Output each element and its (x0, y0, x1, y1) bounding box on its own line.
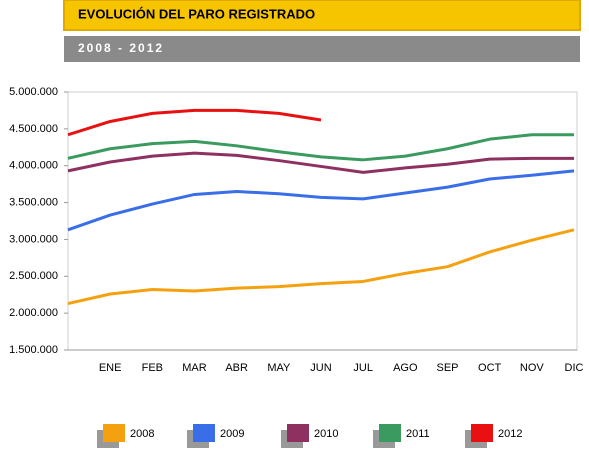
x-tick-label: FEB (142, 362, 163, 374)
legend-label: 2008 (130, 428, 154, 440)
x-tick-label: JUL (353, 362, 373, 374)
series-line (67, 228, 575, 306)
plot-frame (67, 91, 578, 351)
chart-title: EVOLUCIÓN DEL PARO REGISTRADO (78, 6, 315, 21)
x-tick-label: JUN (310, 362, 331, 374)
series-line (67, 151, 574, 174)
y-tick-label: 2.000.000 (9, 307, 58, 319)
legend-label: 2010 (314, 428, 338, 440)
x-tick-label: MAY (267, 362, 291, 374)
subtitle-banner (64, 36, 580, 62)
legend-label: 2011 (406, 428, 430, 440)
legend-swatch (379, 424, 401, 442)
x-tick-label: DIC (565, 362, 584, 374)
x-tick-label: OCT (478, 362, 502, 374)
legend-swatch (193, 424, 215, 442)
x-tick-label: ENE (99, 362, 122, 374)
y-tick-label: 3.000.000 (9, 233, 58, 245)
y-tick-label: 1.500.000 (9, 344, 58, 356)
y-tick-label: 2.500.000 (9, 270, 58, 282)
x-tick-label: ABR (225, 362, 248, 374)
series-line (67, 169, 575, 232)
title-banner (63, 0, 581, 31)
x-tick-label: AGO (393, 362, 418, 374)
chart-subtitle: 2008 - 2012 (78, 41, 164, 55)
series-line (67, 108, 322, 137)
x-tick-label: MAR (182, 362, 207, 374)
legend-swatch (287, 424, 309, 442)
legend-label: 2012 (498, 428, 522, 440)
series-line (67, 133, 574, 162)
y-tick-label: 5.000.000 (9, 86, 58, 98)
x-tick-label: NOV (520, 362, 545, 374)
y-tick-label: 4.500.000 (9, 123, 58, 135)
legend-swatch (103, 424, 125, 442)
legend-label: 2009 (220, 428, 244, 440)
legend-swatch (471, 424, 493, 442)
x-tick-label: SEP (436, 362, 458, 374)
y-tick-label: 4.000.000 (9, 160, 58, 172)
y-tick-label: 3.500.000 (9, 196, 58, 208)
